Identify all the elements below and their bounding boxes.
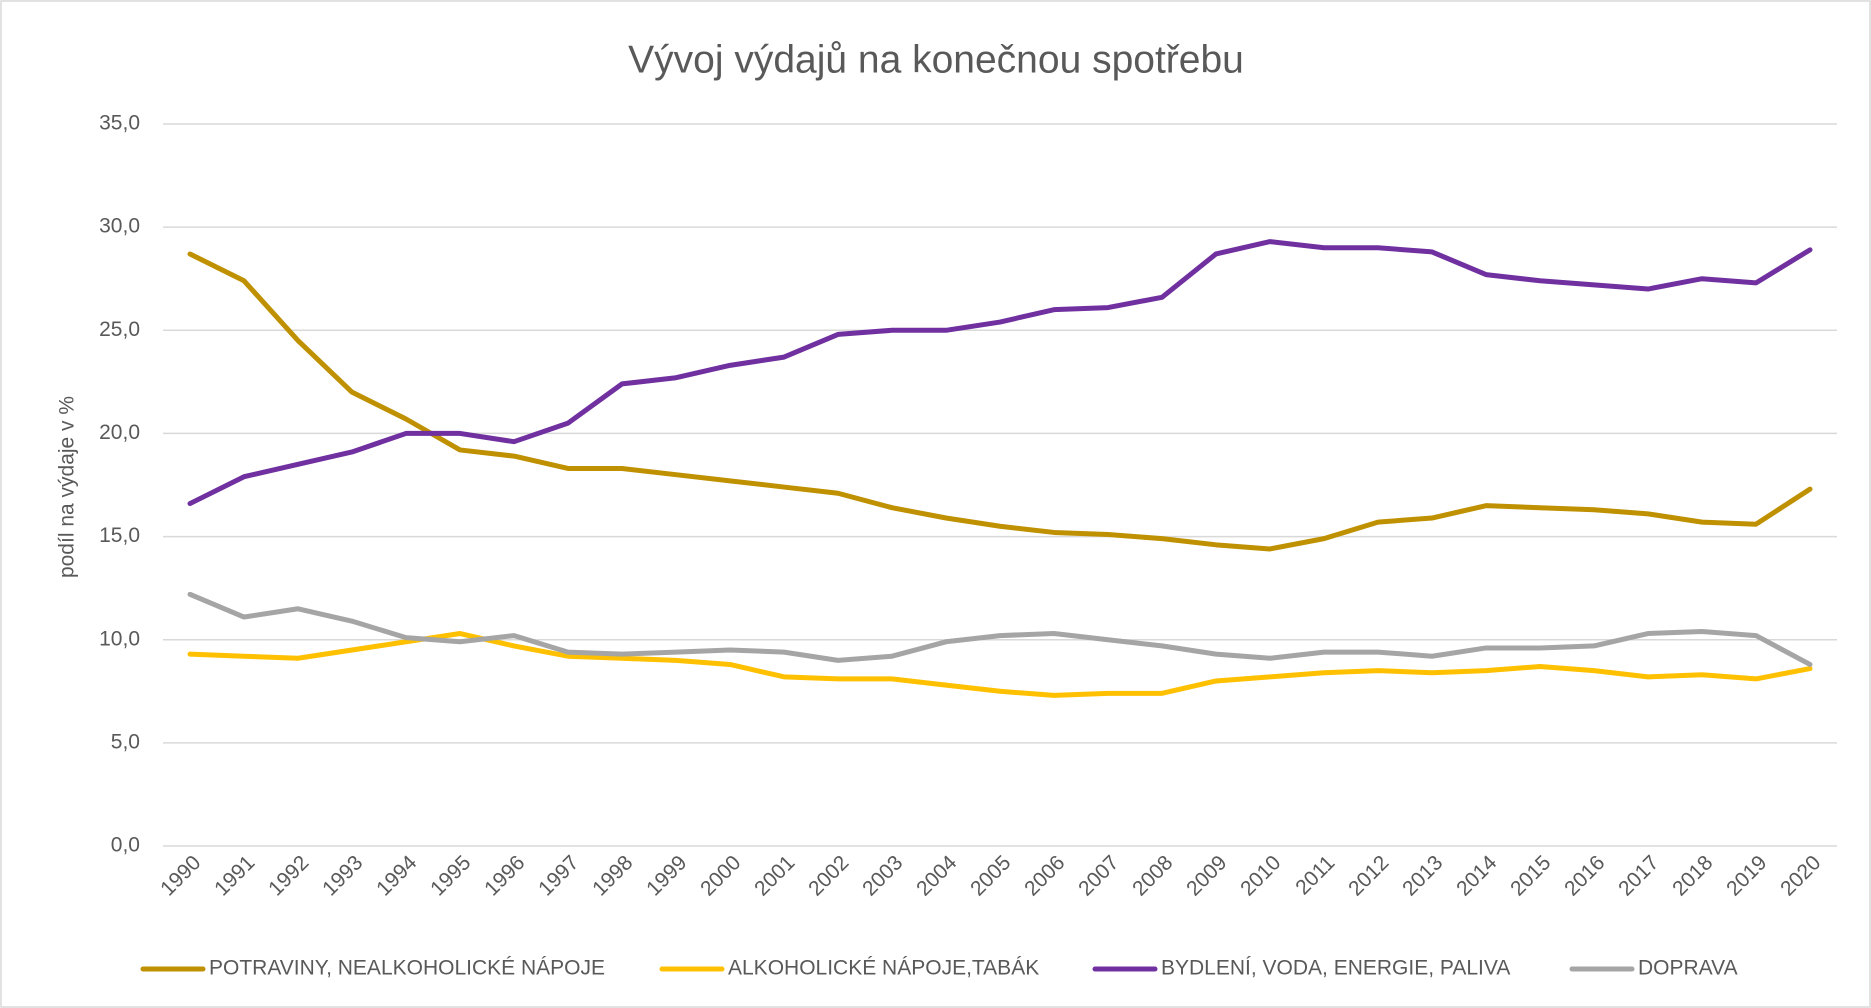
chart-title: Vývoj výdajů na konečnou spotřebu [628, 38, 1244, 81]
series-line [187, 591, 1813, 667]
legend-label: POTRAVINY, NEALKOHOLICKÉ NÁPOJE [209, 957, 605, 980]
legend-label: DOPRAVA [1638, 957, 1738, 980]
y-tick-label: 5,0 [111, 730, 140, 753]
legend-label: ALKOHOLICKÉ NÁPOJE,TABÁK [728, 957, 1039, 980]
y-tick-label: 20,0 [99, 421, 140, 444]
series-line [187, 239, 1813, 507]
series-line [187, 251, 1813, 552]
y-tick-label: 10,0 [99, 627, 140, 650]
y-tick-label: 15,0 [99, 524, 140, 547]
y-tick-label: 30,0 [99, 215, 140, 238]
series-line [187, 631, 1813, 698]
y-tick-label: 35,0 [99, 112, 140, 135]
y-axis-label: podíl na výdaje v % [56, 396, 79, 578]
legend-label: BYDLENÍ, VODA, ENERGIE, PALIVA [1161, 957, 1510, 980]
y-tick-label: 25,0 [99, 318, 140, 341]
y-tick-label: 0,0 [111, 834, 140, 857]
